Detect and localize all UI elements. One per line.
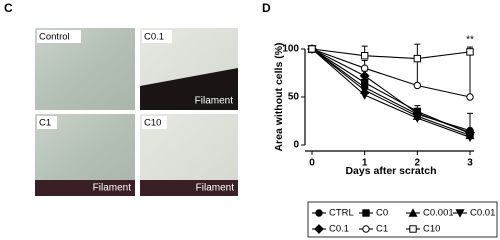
panel-letter: D [262, 1, 271, 15]
image-overlay: Filament [195, 96, 234, 107]
legend-label: C1 [376, 224, 388, 235]
series-line [311, 48, 471, 60]
image-overlay: Filament [196, 183, 235, 194]
legend-box [307, 201, 498, 238]
image-label: C0.1 [144, 32, 164, 43]
legend-marker [455, 209, 465, 218]
legend-label: C0.1 [329, 224, 349, 235]
legend-marker [409, 225, 417, 233]
legend-item: C0.01 [453, 208, 495, 219]
y-tick-label: 50 [288, 92, 300, 103]
legend-label: CTRL [329, 208, 354, 219]
x-tick-label: 3 [467, 158, 473, 169]
legend-label: C0 [376, 208, 388, 219]
micrograph: C1 Filament [35, 114, 135, 196]
legend-marker [362, 225, 370, 233]
x-tick-label: 1 [362, 158, 368, 169]
marker [359, 70, 370, 81]
panel-letter: C [4, 1, 13, 15]
legend-marker [362, 209, 370, 217]
legend-item: C0 [359, 208, 388, 219]
marker [466, 93, 474, 101]
marker [360, 91, 370, 100]
marker [465, 127, 475, 138]
series-line [311, 48, 471, 138]
micrograph: Control [35, 28, 135, 110]
legend-item: C0.1 [312, 224, 349, 235]
legend-marker [314, 224, 324, 234]
x-tick-label: 2 [415, 158, 421, 169]
micrograph: C10 Filament [140, 114, 238, 196]
image-label: C1 [39, 118, 51, 129]
marker [360, 64, 369, 72]
micrograph: C0.1 Filament [140, 28, 238, 110]
series-line [311, 48, 471, 134]
image-label: Control [39, 32, 70, 43]
image-label: C10 [144, 118, 161, 129]
marker [466, 48, 474, 56]
legend-item: C1 [359, 224, 388, 235]
y-tick-label: 0 [293, 140, 299, 151]
x-axis-title: Days after scratch [345, 165, 436, 177]
legend-item: CTRL [312, 208, 354, 219]
error-bar [467, 53, 473, 97]
x-tick-label: 0 [309, 158, 315, 169]
legend-label: C10 [423, 224, 440, 235]
legend-label: C0.001 [423, 208, 454, 219]
legend-marker [408, 208, 418, 217]
legend-marker [315, 209, 323, 217]
marker [412, 108, 423, 119]
marker [308, 45, 316, 53]
annotation: ** [466, 35, 474, 46]
legend-item: C0.001 [406, 208, 454, 219]
legend-label: C0.01 [470, 208, 495, 219]
series-line [311, 48, 471, 136]
y-axis-title: Area without cells (%) [273, 42, 285, 151]
marker [413, 81, 422, 90]
y-tick-label: 100 [282, 44, 299, 55]
series-line [311, 48, 471, 98]
image-overlay: Filament [93, 183, 132, 194]
legend-item: C10 [406, 224, 440, 235]
marker [360, 52, 369, 60]
marker [413, 54, 422, 63]
